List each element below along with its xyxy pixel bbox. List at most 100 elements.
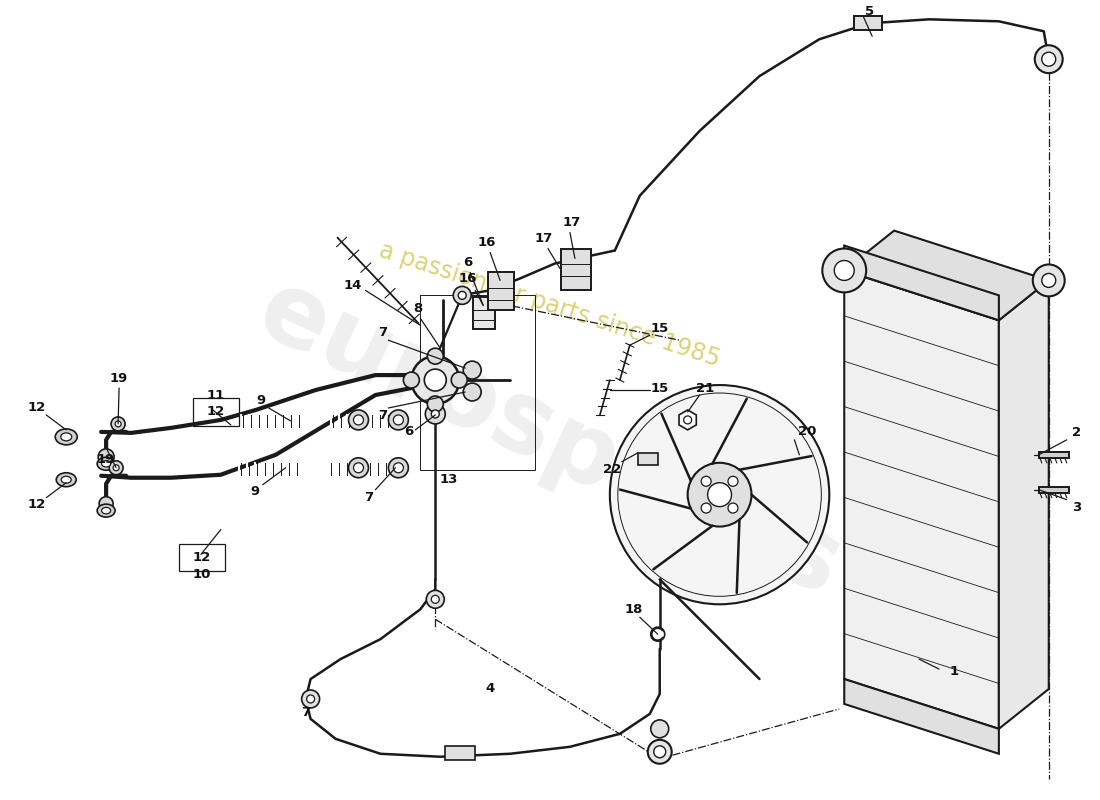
Text: 9: 9 xyxy=(250,485,260,498)
Circle shape xyxy=(349,410,368,430)
Circle shape xyxy=(701,503,712,513)
Circle shape xyxy=(349,458,368,478)
Circle shape xyxy=(426,404,446,424)
Circle shape xyxy=(651,720,669,738)
Text: 13: 13 xyxy=(439,474,458,486)
Text: 7: 7 xyxy=(378,410,387,422)
Circle shape xyxy=(388,410,408,430)
Text: 8: 8 xyxy=(414,302,424,315)
Circle shape xyxy=(394,415,404,425)
Bar xyxy=(488,273,514,310)
Text: 1: 1 xyxy=(949,665,958,678)
Text: 7: 7 xyxy=(378,326,387,338)
Circle shape xyxy=(111,417,125,431)
Circle shape xyxy=(425,369,447,391)
Text: 12: 12 xyxy=(28,498,45,511)
Text: 21: 21 xyxy=(696,382,715,394)
Circle shape xyxy=(701,476,712,486)
Ellipse shape xyxy=(55,429,77,445)
Text: a passion for parts since 1985: a passion for parts since 1985 xyxy=(376,238,724,371)
Circle shape xyxy=(307,695,315,703)
Ellipse shape xyxy=(97,458,116,470)
Circle shape xyxy=(394,462,404,473)
Circle shape xyxy=(301,690,320,708)
Circle shape xyxy=(431,410,439,418)
Text: 19: 19 xyxy=(110,371,129,385)
Circle shape xyxy=(728,476,738,486)
Text: 14: 14 xyxy=(343,279,362,292)
Bar xyxy=(638,453,658,465)
Circle shape xyxy=(109,461,123,474)
Circle shape xyxy=(113,465,119,470)
Text: 10: 10 xyxy=(192,568,211,581)
Circle shape xyxy=(834,261,855,281)
Text: 15: 15 xyxy=(650,382,669,394)
Circle shape xyxy=(707,482,732,506)
Circle shape xyxy=(116,421,121,427)
Polygon shape xyxy=(845,230,1048,320)
Polygon shape xyxy=(999,281,1048,729)
Circle shape xyxy=(648,740,672,764)
Circle shape xyxy=(353,462,363,473)
Circle shape xyxy=(453,286,471,304)
Text: 20: 20 xyxy=(799,426,816,438)
Circle shape xyxy=(728,503,738,513)
Circle shape xyxy=(823,249,866,292)
Circle shape xyxy=(404,372,419,388)
Text: 12: 12 xyxy=(192,551,211,564)
Bar xyxy=(473,298,495,330)
Text: 6: 6 xyxy=(404,426,412,438)
Circle shape xyxy=(609,385,829,604)
Circle shape xyxy=(1042,274,1056,287)
Circle shape xyxy=(98,449,114,465)
Text: 16: 16 xyxy=(459,272,477,285)
Bar xyxy=(446,746,475,760)
Circle shape xyxy=(1033,265,1065,296)
Text: 12: 12 xyxy=(207,406,226,418)
Text: 19: 19 xyxy=(97,454,116,466)
Ellipse shape xyxy=(97,504,116,517)
Bar xyxy=(855,16,882,30)
Circle shape xyxy=(459,291,466,299)
Circle shape xyxy=(1042,52,1056,66)
Polygon shape xyxy=(845,246,999,320)
Text: 16: 16 xyxy=(478,236,496,249)
Text: 17: 17 xyxy=(563,216,581,229)
Polygon shape xyxy=(845,679,999,754)
Polygon shape xyxy=(845,270,999,729)
Circle shape xyxy=(653,746,666,758)
Circle shape xyxy=(451,372,468,388)
Text: 9: 9 xyxy=(256,394,265,406)
Circle shape xyxy=(388,458,408,478)
Bar xyxy=(1038,486,1069,493)
Bar xyxy=(179,543,224,571)
Bar xyxy=(192,398,239,426)
Circle shape xyxy=(463,383,481,401)
Circle shape xyxy=(463,361,481,379)
Bar xyxy=(1038,452,1069,458)
Text: 5: 5 xyxy=(865,5,873,18)
Text: 7: 7 xyxy=(301,706,310,719)
Circle shape xyxy=(99,497,113,510)
Circle shape xyxy=(1035,46,1063,73)
Text: 11: 11 xyxy=(207,389,226,402)
Text: 3: 3 xyxy=(1072,501,1081,514)
Circle shape xyxy=(688,462,751,526)
Text: 12: 12 xyxy=(28,402,45,414)
Ellipse shape xyxy=(101,507,111,514)
Circle shape xyxy=(427,590,444,608)
Bar xyxy=(561,249,591,290)
Circle shape xyxy=(411,356,459,404)
Circle shape xyxy=(353,415,363,425)
Text: 15: 15 xyxy=(650,322,669,334)
Ellipse shape xyxy=(60,433,72,441)
Text: 22: 22 xyxy=(603,463,622,476)
Circle shape xyxy=(684,416,692,424)
Ellipse shape xyxy=(101,461,111,467)
Text: 6: 6 xyxy=(463,256,473,269)
Circle shape xyxy=(651,627,664,641)
Ellipse shape xyxy=(62,476,72,483)
Circle shape xyxy=(427,348,443,364)
Text: 4: 4 xyxy=(485,682,495,695)
Circle shape xyxy=(427,396,443,412)
